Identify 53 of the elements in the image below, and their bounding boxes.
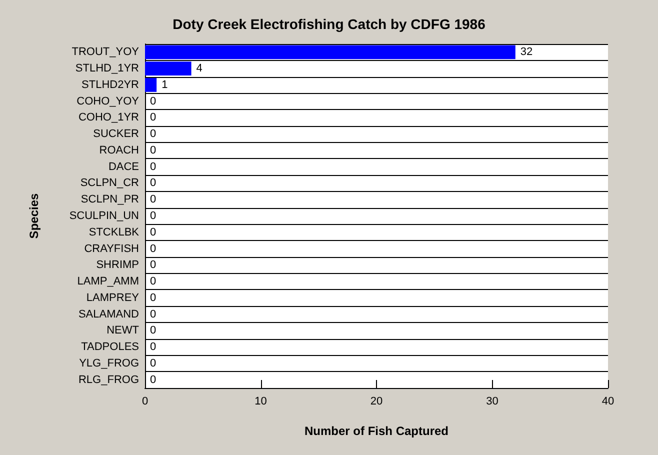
data-label: 0 [150,308,156,320]
y-tick-label: STCKLBK [88,226,140,238]
data-label: 0 [150,144,156,156]
y-tick-label: LAMP_AMM [77,276,139,288]
data-label: 0 [150,160,156,173]
y-tick-label: TROUT_YOY [72,46,140,58]
x-axis-title: Number of Fish Captured [304,424,449,438]
data-label: 1 [162,78,168,91]
chart-title: Doty Creek Electrofishing Catch by CDFG 1986 [172,16,486,32]
y-tick-label: SCULPIN_UN [69,210,140,222]
y-tick-label: SCLPN_PR [80,194,140,206]
data-label: 0 [150,128,156,140]
data-label: 0 [150,194,156,206]
bar [145,62,192,76]
x-tick-label: 0 [142,396,148,408]
data-label: 4 [196,62,202,75]
y-tick-label: TADPOLES [81,341,139,354]
x-tick-label: 30 [486,396,498,408]
data-label: 0 [150,210,156,222]
y-tick-label: DACE [108,160,139,173]
y-tick-label: SALAMAND [78,308,140,320]
y-tick-label: RLG_FROG [78,374,139,386]
y-tick-label: STLHD2YR [82,78,140,91]
data-label: 0 [150,259,156,272]
data-label: 0 [150,112,156,124]
x-tick-label: 40 [602,396,614,408]
data-label: 0 [150,226,156,238]
y-tick-label: SUCKER [93,128,140,140]
y-tick-label: SHRIMP [96,259,139,272]
bar [145,78,157,92]
y-tick-label: ROACH [99,144,140,156]
data-label: 0 [150,374,156,386]
data-label: 0 [150,341,156,354]
y-tick-label: COHO_YOY [76,95,140,108]
y-tick-label: SCLPN_CR [80,177,140,190]
x-tick-label: 20 [370,396,383,408]
data-label: 0 [150,95,156,108]
y-tick-label: NEWT [106,324,140,337]
y-axis-title: Species [27,193,41,239]
y-tick-label: LAMPREY [86,292,140,304]
y-tick-label: YLG_FROG [79,357,139,370]
y-tick-label: COHO_1YR [78,112,140,124]
data-label: 0 [150,357,156,370]
data-label: 0 [150,242,156,255]
data-label: 0 [150,292,156,304]
x-tick-label: 10 [254,396,267,408]
data-label: 0 [150,177,156,190]
data-label: 32 [520,46,533,58]
data-label: 0 [150,276,156,288]
y-tick-label: STLHD_1YR [75,62,140,75]
bar [145,45,516,60]
data-label: 0 [150,324,156,337]
y-tick-label: CRAYFISH [84,242,140,255]
